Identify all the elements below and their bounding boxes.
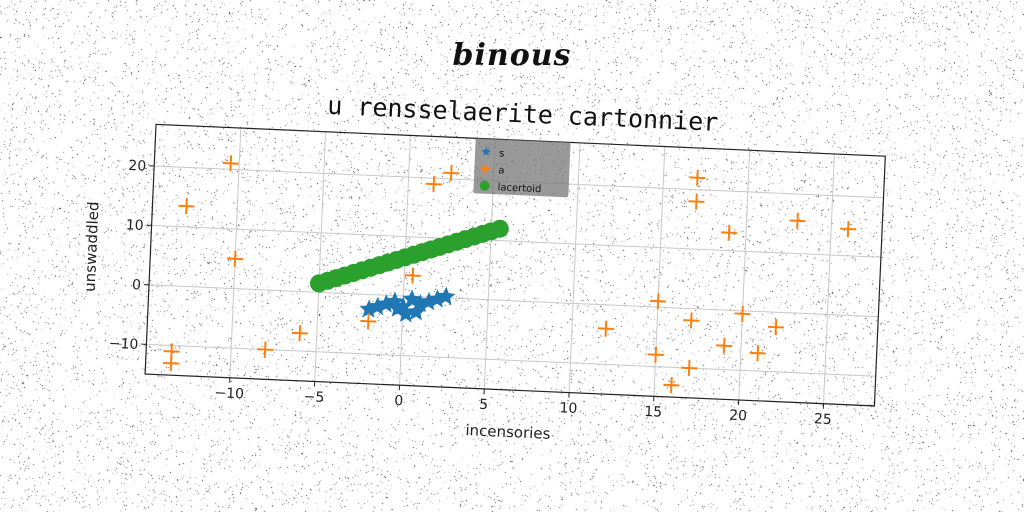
- y-tick-label: 10: [125, 217, 144, 234]
- data-point-a: [425, 176, 442, 193]
- data-point-s: [396, 304, 416, 323]
- y-axis-label: unswaddled: [81, 201, 103, 292]
- data-point-a: [721, 224, 738, 241]
- data-point-a: [404, 267, 421, 284]
- x-tick-label: −5: [303, 389, 324, 406]
- data-point-a: [689, 169, 706, 186]
- x-gridline: [568, 142, 581, 393]
- data-point-a: [688, 193, 705, 210]
- data-point-s: [436, 286, 456, 305]
- data-point-s: [368, 296, 388, 316]
- data-point-s: [406, 302, 426, 321]
- data-point-a: [650, 293, 667, 310]
- series-lacertoid: [310, 219, 509, 293]
- data-point-a: [360, 313, 377, 330]
- legend-label: a: [498, 165, 505, 176]
- data-point-a: [749, 345, 766, 362]
- data-point-s: [427, 289, 447, 308]
- data-point-s: [402, 289, 422, 308]
- x-tick-label: 20: [729, 408, 748, 425]
- y-tick-label: −10: [109, 336, 139, 353]
- x-tick-label: 15: [644, 404, 663, 421]
- x-axis-label: incensories: [465, 421, 551, 443]
- y-gridline: [151, 224, 881, 258]
- data-point-a: [163, 355, 180, 372]
- data-point-a: [227, 250, 244, 267]
- x-tick-label: 5: [479, 397, 489, 413]
- legend-label: lacertoid: [497, 182, 541, 195]
- data-point-a: [663, 377, 680, 394]
- data-point-s: [376, 294, 396, 313]
- data-point-a: [681, 360, 698, 377]
- chart-title: u rensselaerite cartonnier: [327, 91, 719, 137]
- data-point-s: [359, 299, 379, 318]
- data-point-a: [257, 341, 274, 358]
- data-point-a: [683, 312, 700, 329]
- x-tick-label: 10: [559, 400, 578, 417]
- data-point-a: [789, 212, 806, 229]
- y-tick-label: 0: [132, 277, 142, 293]
- data-point-s: [388, 298, 408, 318]
- data-point-s: [419, 291, 439, 311]
- x-tick-label: 25: [814, 411, 833, 428]
- legend-marker-s: [481, 146, 491, 156]
- legend-marker-a: [480, 163, 491, 174]
- data-point-a: [767, 319, 784, 336]
- data-point-a: [291, 325, 308, 342]
- figure-suptitle: binous: [452, 38, 572, 73]
- x-gridline: [738, 150, 751, 401]
- series-s: [359, 286, 456, 323]
- data-point-a: [647, 346, 664, 363]
- data-point-a: [178, 198, 195, 215]
- y-gridline: [148, 284, 879, 318]
- legend-marker-lacertoid: [479, 180, 490, 191]
- y-tick-label: 20: [128, 158, 147, 175]
- series-a: [163, 155, 857, 394]
- legend-box: [473, 138, 571, 198]
- y-gridline: [146, 343, 876, 377]
- x-tick-label: −10: [214, 385, 244, 402]
- legend: sa lacertoid: [473, 138, 571, 198]
- data-series: [163, 155, 857, 394]
- data-point-a: [222, 155, 239, 172]
- data-point-a: [597, 320, 614, 337]
- data-point-a: [734, 305, 751, 322]
- data-point-lacertoid: [490, 219, 509, 238]
- data-point-a: [716, 337, 733, 354]
- x-gridline: [314, 131, 327, 382]
- legend-label: s: [499, 148, 505, 159]
- data-point-a: [443, 164, 460, 182]
- x-gridline: [823, 153, 835, 404]
- x-tick-label: 0: [394, 393, 404, 409]
- axis-ticks: −10 −5 0 5 10 15 20 25 −10 0 10 20: [109, 158, 833, 428]
- data-point-a: [840, 220, 857, 238]
